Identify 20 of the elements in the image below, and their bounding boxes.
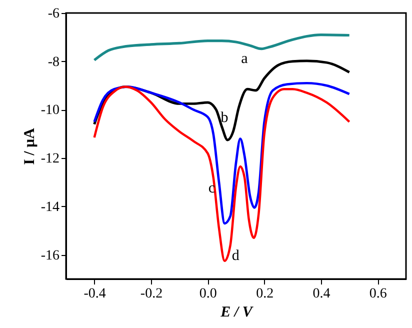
x-tick-label: 0.4 (312, 286, 330, 302)
series-label: d (232, 248, 240, 264)
line-series (93, 86, 350, 262)
series-label: b (220, 110, 228, 126)
y-tick-label: -6 (48, 6, 60, 22)
x-tick-label: 0.6 (369, 286, 387, 302)
line-series (93, 82, 351, 225)
series-label: a (241, 50, 248, 67)
x-tick-label: 0.2 (256, 286, 274, 302)
y-tick-label: -12 (40, 152, 60, 167)
x-axis-title: E / V (220, 304, 254, 320)
line-series (93, 33, 351, 62)
y-tick-label: -14 (40, 200, 60, 215)
x-tick-label: 0.0 (199, 286, 217, 302)
x-tick-label: -0.2 (140, 286, 163, 302)
y-tick-label: -10 (40, 103, 60, 118)
x-tick-label: -0.4 (84, 286, 106, 302)
y-tick-label: -8 (48, 54, 60, 70)
y-tick-label: -16 (40, 248, 60, 264)
y-axis-title: I / μA (22, 128, 38, 165)
